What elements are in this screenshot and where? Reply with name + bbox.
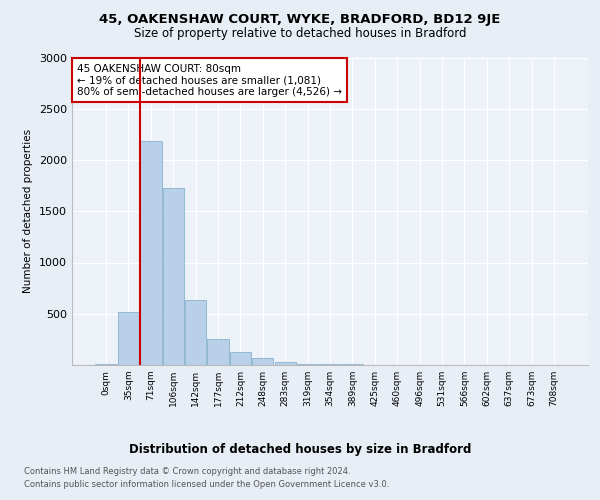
Bar: [252, 358, 274, 365]
Bar: [140, 140, 161, 365]
Bar: [208, 340, 229, 365]
Bar: [297, 364, 318, 365]
Bar: [319, 364, 341, 365]
Y-axis label: Number of detached properties: Number of detached properties: [23, 129, 34, 294]
Bar: [342, 364, 363, 365]
Text: 45, OAKENSHAW COURT, WYKE, BRADFORD, BD12 9JE: 45, OAKENSHAW COURT, WYKE, BRADFORD, BD1…: [100, 12, 500, 26]
Text: 45 OAKENSHAW COURT: 80sqm
← 19% of detached houses are smaller (1,081)
80% of se: 45 OAKENSHAW COURT: 80sqm ← 19% of detac…: [77, 64, 342, 97]
Text: Distribution of detached houses by size in Bradford: Distribution of detached houses by size …: [129, 442, 471, 456]
Text: Contains HM Land Registry data © Crown copyright and database right 2024.: Contains HM Land Registry data © Crown c…: [24, 468, 350, 476]
Bar: [95, 364, 117, 365]
Bar: [118, 312, 139, 365]
Bar: [230, 352, 251, 365]
Bar: [185, 300, 206, 365]
Text: Size of property relative to detached houses in Bradford: Size of property relative to detached ho…: [134, 28, 466, 40]
Bar: [163, 188, 184, 365]
Bar: [275, 362, 296, 365]
Text: Contains public sector information licensed under the Open Government Licence v3: Contains public sector information licen…: [24, 480, 389, 489]
